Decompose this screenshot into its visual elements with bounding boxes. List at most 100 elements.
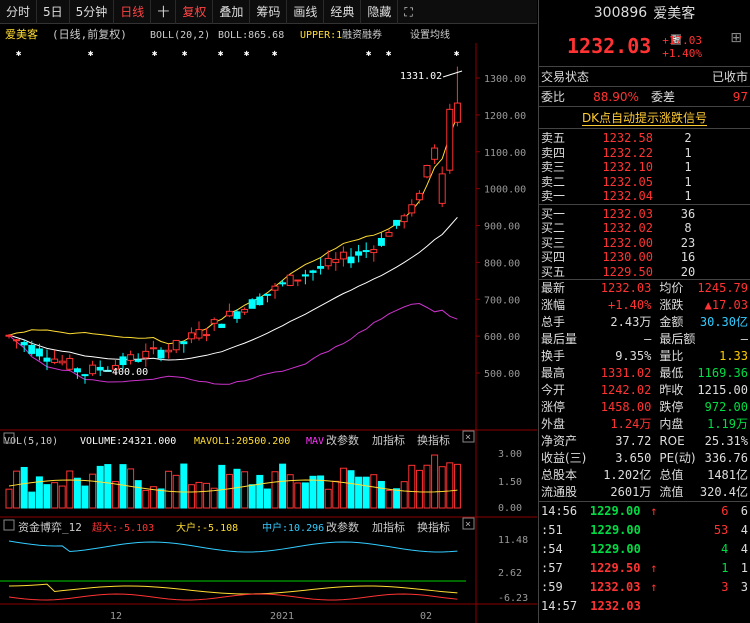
add-icon[interactable]: ⊞ bbox=[730, 30, 742, 46]
candle-body[interactable] bbox=[28, 344, 36, 354]
candle-body[interactable] bbox=[393, 219, 401, 226]
candle-body[interactable] bbox=[317, 265, 325, 269]
event-marker[interactable]: ✱ bbox=[16, 49, 22, 59]
fund-params[interactable]: 改参数 bbox=[326, 520, 359, 534]
fullscreen-icon[interactable]: ⛶ bbox=[404, 4, 413, 19]
vol-name[interactable]: VOL(5,10) bbox=[4, 436, 58, 447]
vol-params[interactable]: 改参数 bbox=[326, 433, 359, 447]
toolbar-item-3[interactable]: 日线 bbox=[114, 0, 152, 24]
candle-body[interactable] bbox=[309, 270, 317, 273]
candle-body[interactable] bbox=[332, 258, 340, 263]
fund-add[interactable]: 加指标 bbox=[372, 520, 405, 534]
ask-row[interactable]: 卖二 1232.05 1 bbox=[539, 175, 750, 190]
ask-row[interactable]: 卖四 1232.22 1 bbox=[539, 146, 750, 161]
toolbar-item-6[interactable]: 叠加 bbox=[213, 0, 251, 24]
candle-body[interactable] bbox=[431, 147, 439, 160]
fund-name[interactable]: 资金博弈_12 bbox=[18, 520, 82, 534]
candle-body[interactable] bbox=[58, 360, 66, 364]
ask-row[interactable]: 卖三 1232.10 1 bbox=[539, 160, 750, 175]
candle-body[interactable] bbox=[43, 357, 51, 362]
candle-body[interactable] bbox=[157, 349, 165, 359]
toolbar-item-7[interactable]: 筹码 bbox=[250, 0, 288, 24]
ask-row[interactable]: 卖五 1232.58 2 bbox=[539, 131, 750, 146]
candle-body[interactable] bbox=[127, 354, 135, 361]
candle-body[interactable] bbox=[13, 339, 21, 342]
candle-body[interactable] bbox=[20, 342, 28, 346]
candle-body[interactable] bbox=[324, 257, 332, 267]
candle-body[interactable] bbox=[165, 349, 173, 353]
candle-body[interactable] bbox=[370, 249, 378, 254]
toolbar-item-9[interactable]: 经典 bbox=[324, 0, 362, 24]
toolbar-item-0[interactable]: 分时 bbox=[0, 0, 38, 24]
toolbar-item-5[interactable]: 复权 bbox=[176, 0, 214, 24]
close-icon[interactable] bbox=[462, 517, 475, 530]
candle-body[interactable] bbox=[119, 356, 127, 366]
candle-body[interactable] bbox=[111, 364, 119, 370]
bid-row[interactable]: 买一 1232.03 36 bbox=[539, 207, 750, 222]
candle-body[interactable] bbox=[5, 334, 13, 337]
candle-body[interactable] bbox=[355, 251, 363, 256]
toolbar-item-2[interactable]: 5分钟 bbox=[70, 0, 115, 24]
bid-row[interactable]: 买四 1230.00 16 bbox=[539, 250, 750, 265]
event-marker[interactable]: ✱ bbox=[218, 49, 224, 59]
candle-body[interactable] bbox=[400, 215, 408, 223]
ask-row[interactable]: 卖一 1232.04 1 bbox=[539, 189, 750, 204]
bid-row[interactable]: 买三 1232.00 23 bbox=[539, 236, 750, 251]
candle-body[interactable] bbox=[286, 274, 294, 286]
candle-body[interactable] bbox=[35, 348, 43, 357]
boll-label[interactable]: BOLL(20,2) bbox=[150, 30, 210, 41]
candle-body[interactable] bbox=[408, 204, 416, 214]
candle-body[interactable] bbox=[225, 310, 233, 317]
ma-setting[interactable]: 设置均线 bbox=[410, 28, 450, 41]
candle-body[interactable] bbox=[385, 231, 393, 237]
candle-body[interactable] bbox=[415, 192, 423, 201]
candle-body[interactable] bbox=[446, 108, 454, 171]
candle-body[interactable] bbox=[301, 274, 309, 277]
collapse-icon[interactable] bbox=[3, 519, 15, 531]
candle-body[interactable] bbox=[271, 285, 279, 291]
toolbar-item-10[interactable]: 隐藏 bbox=[361, 0, 399, 24]
candle-body[interactable] bbox=[203, 334, 211, 337]
candle-body[interactable] bbox=[423, 164, 431, 178]
candle-body[interactable] bbox=[89, 364, 97, 375]
candle-body[interactable] bbox=[149, 347, 157, 350]
vol-add[interactable]: 加指标 bbox=[372, 433, 405, 447]
vol-switch[interactable]: 换指标 bbox=[417, 433, 450, 447]
candle-body[interactable] bbox=[134, 359, 142, 362]
candle-body[interactable] bbox=[438, 173, 446, 204]
candle-body[interactable] bbox=[210, 319, 218, 324]
candle-body[interactable] bbox=[195, 329, 203, 339]
bid-row[interactable]: 买五 1229.50 20 bbox=[539, 265, 750, 280]
candle-body[interactable] bbox=[377, 237, 385, 246]
margin-label[interactable]: 融资融券 bbox=[342, 28, 382, 41]
candle-body[interactable] bbox=[279, 282, 287, 285]
candle-body[interactable] bbox=[142, 350, 150, 359]
candle-body[interactable] bbox=[339, 251, 347, 260]
candle-body[interactable] bbox=[51, 358, 59, 363]
candle-body[interactable] bbox=[73, 368, 81, 373]
candle-body[interactable] bbox=[81, 374, 89, 377]
event-marker[interactable]: ✱ bbox=[366, 49, 372, 59]
event-marker[interactable]: ✱ bbox=[272, 49, 278, 59]
event-marker[interactable]: ✱ bbox=[182, 49, 188, 59]
event-marker[interactable]: ✱ bbox=[152, 49, 158, 59]
event-marker[interactable]: ✱ bbox=[244, 49, 250, 59]
candle-body[interactable] bbox=[66, 357, 74, 370]
toolbar-item-4[interactable]: 十 bbox=[151, 0, 177, 24]
candle-body[interactable] bbox=[218, 323, 226, 328]
candle-body[interactable] bbox=[362, 250, 370, 253]
candle-body[interactable] bbox=[180, 341, 188, 345]
event-marker[interactable]: ✱ bbox=[386, 49, 392, 59]
candle-body[interactable] bbox=[187, 332, 195, 340]
candle-body[interactable] bbox=[233, 311, 241, 319]
candle-body[interactable] bbox=[347, 256, 355, 264]
toolbar-item-8[interactable]: 画线 bbox=[287, 0, 325, 24]
candle-body[interactable] bbox=[248, 299, 256, 309]
kline-chart[interactable]: 爱美客 (日线,前复权) BOLL(20,2) BOLL:865.68 UPPE… bbox=[0, 25, 537, 623]
candle-body[interactable] bbox=[294, 279, 302, 282]
signal-link[interactable]: DK点自动提示涨跌信号 bbox=[539, 106, 750, 128]
candle-body[interactable] bbox=[96, 366, 104, 371]
collapse-icon[interactable] bbox=[3, 432, 15, 444]
candle-body[interactable] bbox=[453, 102, 461, 123]
candle-body[interactable] bbox=[256, 296, 264, 306]
